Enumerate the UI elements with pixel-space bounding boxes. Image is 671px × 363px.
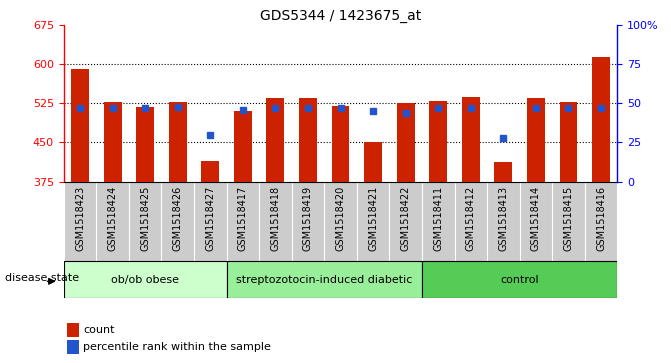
Bar: [266, 98, 285, 182]
Bar: [584, 182, 617, 261]
Bar: [429, 101, 447, 182]
Bar: [234, 111, 252, 182]
Bar: [527, 98, 545, 182]
Text: GSM1518422: GSM1518422: [401, 185, 411, 251]
Bar: [201, 161, 219, 182]
Bar: [162, 182, 194, 261]
Bar: [487, 182, 519, 261]
Bar: [331, 106, 350, 182]
Bar: [357, 182, 389, 261]
Bar: [71, 69, 89, 182]
Bar: [299, 98, 317, 182]
Text: control: control: [501, 274, 539, 285]
Bar: [64, 261, 227, 298]
Bar: [64, 182, 97, 261]
Bar: [389, 182, 422, 261]
Bar: [66, 340, 79, 354]
Bar: [422, 182, 454, 261]
Text: streptozotocin-induced diabetic: streptozotocin-induced diabetic: [236, 274, 413, 285]
Text: ob/ob obese: ob/ob obese: [111, 274, 179, 285]
Bar: [194, 182, 227, 261]
Bar: [462, 97, 480, 182]
Bar: [169, 102, 187, 182]
Bar: [364, 142, 382, 182]
Text: GSM1518421: GSM1518421: [368, 185, 378, 251]
Bar: [592, 57, 610, 182]
Bar: [519, 182, 552, 261]
Bar: [292, 182, 324, 261]
Text: GSM1518417: GSM1518417: [238, 185, 248, 251]
Bar: [454, 182, 487, 261]
Text: count: count: [83, 325, 115, 335]
Text: disease state: disease state: [5, 273, 79, 283]
Bar: [227, 182, 259, 261]
Text: GSM1518427: GSM1518427: [205, 185, 215, 251]
Bar: [495, 162, 512, 182]
Bar: [227, 261, 422, 298]
Text: GSM1518423: GSM1518423: [75, 185, 85, 251]
Bar: [259, 182, 292, 261]
Text: GSM1518416: GSM1518416: [596, 185, 606, 250]
Bar: [422, 261, 617, 298]
Text: GSM1518415: GSM1518415: [564, 185, 574, 251]
Text: GSM1518426: GSM1518426: [172, 185, 183, 251]
Title: GDS5344 / 1423675_at: GDS5344 / 1423675_at: [260, 9, 421, 23]
Bar: [560, 102, 578, 182]
Text: GSM1518419: GSM1518419: [303, 185, 313, 250]
Text: GSM1518413: GSM1518413: [499, 185, 509, 250]
Bar: [136, 107, 154, 182]
Text: percentile rank within the sample: percentile rank within the sample: [83, 342, 271, 352]
Text: GSM1518412: GSM1518412: [466, 185, 476, 251]
Text: GSM1518425: GSM1518425: [140, 185, 150, 251]
Bar: [397, 103, 415, 182]
Bar: [97, 182, 129, 261]
Bar: [103, 102, 121, 182]
Text: GSM1518418: GSM1518418: [270, 185, 280, 250]
Bar: [324, 182, 357, 261]
Text: GSM1518424: GSM1518424: [107, 185, 117, 251]
Text: GSM1518414: GSM1518414: [531, 185, 541, 250]
Text: GSM1518411: GSM1518411: [433, 185, 444, 250]
Text: GSM1518420: GSM1518420: [336, 185, 346, 251]
Bar: [552, 182, 584, 261]
Bar: [66, 323, 79, 337]
Bar: [129, 182, 162, 261]
